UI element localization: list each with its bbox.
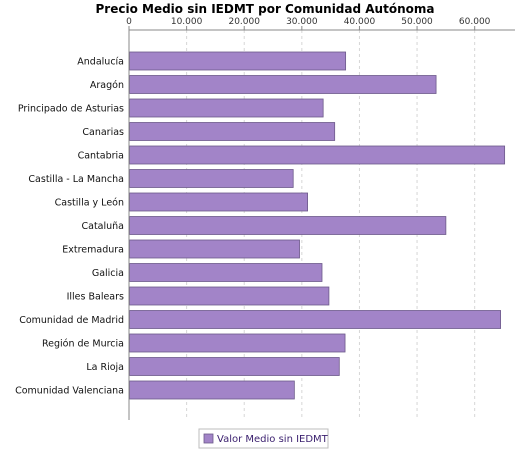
category-labels: Andalucía Aragón Principado de Asturias Can… xyxy=(15,57,124,397)
x-tick-label: 40.000 xyxy=(344,17,376,27)
bar xyxy=(129,216,447,235)
bar xyxy=(129,380,295,400)
chart-title: Precio Medio sin IEDMT por Comunidad Aut… xyxy=(96,2,435,16)
category-label: Principado de Asturias xyxy=(18,104,124,115)
x-tick-label: 10.000 xyxy=(171,17,203,27)
category-label: Castilla y León xyxy=(55,198,124,209)
bar xyxy=(129,286,330,306)
category-label: Cataluña xyxy=(81,221,124,232)
category-label: Extremadura xyxy=(62,245,124,256)
bar xyxy=(129,310,501,329)
x-tick-label: 30.000 xyxy=(286,17,318,27)
category-label: Illes Balears xyxy=(67,292,124,303)
category-label: Galicia xyxy=(92,268,124,279)
bar xyxy=(129,357,340,376)
legend: Valor Medio sin IEDMT xyxy=(198,428,329,449)
x-tick-label: 20.000 xyxy=(228,17,260,27)
bars xyxy=(129,51,506,400)
x-tick-label: 50.000 xyxy=(401,17,433,27)
category-label: Comunidad Valenciana xyxy=(15,386,124,397)
bar xyxy=(129,263,323,282)
category-label: Castilla - La Mancha xyxy=(28,174,124,185)
bar xyxy=(129,98,324,118)
bar xyxy=(129,333,346,353)
bar xyxy=(129,51,347,71)
category-label: Región de Murcia xyxy=(42,339,124,350)
category-label: Aragón xyxy=(90,80,124,91)
x-axis-ticks: 0 10.000 20.000 30.000 40.000 50.000 60.000 xyxy=(126,17,491,30)
bar xyxy=(129,169,294,188)
bar xyxy=(129,122,336,141)
x-tick-label: 60.000 xyxy=(459,17,491,27)
x-tick-label: 0 xyxy=(126,17,132,27)
category-label: Andalucía xyxy=(77,57,124,68)
legend-swatch xyxy=(203,433,214,444)
category-label: Comunidad de Madrid xyxy=(19,315,124,326)
category-label: Canarias xyxy=(82,127,124,138)
category-label: La Rioja xyxy=(86,362,124,373)
legend-box xyxy=(198,428,329,449)
bar xyxy=(129,192,308,212)
bar xyxy=(129,75,437,94)
legend-label: Valor Medio sin IEDMT xyxy=(217,434,329,445)
bar xyxy=(129,145,506,165)
bar xyxy=(129,239,300,259)
category-label: Cantabria xyxy=(78,151,124,162)
